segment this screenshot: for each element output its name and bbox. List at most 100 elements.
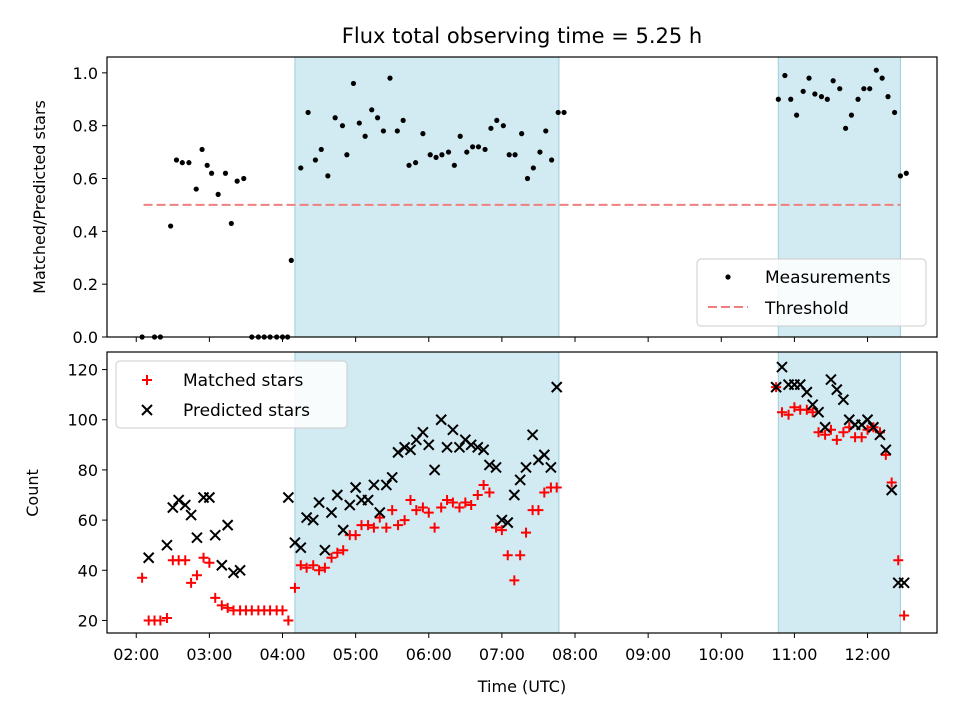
- data-point: [368, 479, 380, 491]
- plots-layer: 0.0 0.2 0.4 0.6 0.8 1.0 20 40 60 80 100 120 02:00 03:…: [67, 56, 938, 664]
- data-point: [209, 529, 221, 541]
- data-point: [392, 446, 404, 459]
- data-point: [234, 178, 240, 184]
- data-point: [867, 86, 873, 92]
- data-point: [472, 441, 484, 454]
- data-point: [454, 502, 465, 513]
- bottom-y-axis-label: Count: [23, 469, 42, 517]
- data-point: [837, 393, 850, 406]
- x-tick-label: 02:00: [113, 645, 159, 664]
- data-point: [423, 507, 434, 518]
- data-point: [885, 484, 898, 496]
- legend-marker-matched-stars: [142, 375, 152, 385]
- data-point: [215, 191, 221, 197]
- data-point: [203, 491, 216, 504]
- data-point: [429, 522, 440, 533]
- data-point: [775, 96, 781, 102]
- x-tick-label: 10:00: [698, 645, 744, 664]
- data-point: [477, 444, 490, 456]
- data-point: [776, 361, 788, 373]
- data-point: [319, 544, 331, 556]
- data-point: [180, 555, 191, 566]
- data-point: [549, 157, 555, 163]
- data-point: [198, 552, 209, 563]
- data-point: [825, 373, 837, 386]
- data-point: [496, 514, 508, 526]
- data-point: [873, 67, 879, 73]
- data-point: [520, 461, 532, 474]
- data-point: [879, 75, 885, 81]
- top-y-tick-label: 0.2: [73, 275, 98, 294]
- data-point: [137, 572, 148, 583]
- data-point: [886, 477, 897, 488]
- data-point: [398, 441, 411, 454]
- data-point: [880, 449, 891, 460]
- data-point: [812, 91, 818, 97]
- data-point: [490, 461, 502, 474]
- bottom-y-tick-label: 40: [78, 561, 98, 580]
- data-point: [502, 516, 514, 529]
- data-point: [308, 560, 319, 571]
- data-point: [442, 495, 453, 506]
- x-tick-label: 09:00: [625, 645, 671, 664]
- data-point: [470, 144, 476, 150]
- data-point: [793, 112, 800, 118]
- data-point: [842, 125, 849, 131]
- data-point: [538, 449, 551, 461]
- data-point: [856, 432, 867, 443]
- data-point: [818, 94, 825, 100]
- data-point: [380, 128, 387, 134]
- data-point: [509, 575, 520, 586]
- data-point: [441, 441, 453, 454]
- data-point: [305, 109, 311, 116]
- data-point: [551, 381, 563, 393]
- data-point: [301, 562, 312, 573]
- data-point: [813, 427, 824, 438]
- data-point: [420, 131, 426, 137]
- data-point: [277, 605, 288, 616]
- data-point: [899, 610, 910, 621]
- data-point: [199, 146, 205, 153]
- data-point: [519, 131, 525, 137]
- top-y-tick-label: 0.8: [73, 117, 98, 136]
- data-point: [848, 112, 855, 118]
- data-point: [451, 162, 457, 168]
- data-point: [524, 175, 531, 182]
- data-point: [332, 115, 338, 121]
- x-tick-label: 08:00: [552, 645, 598, 664]
- data-point: [484, 487, 495, 498]
- data-point: [350, 530, 361, 541]
- bottom-legend: Matched stars Predicted stars: [115, 360, 348, 429]
- data-point: [142, 552, 155, 564]
- data-point: [494, 117, 500, 123]
- data-point: [521, 527, 532, 538]
- data-point: [447, 424, 459, 436]
- data-point: [326, 552, 337, 563]
- data-point: [186, 160, 192, 166]
- data-point: [387, 505, 398, 516]
- data-point: [457, 133, 463, 139]
- legend-marker-measurements: [725, 274, 731, 280]
- data-point: [325, 506, 338, 519]
- bottom-y-tick-label: 100: [67, 411, 98, 430]
- data-point: [770, 381, 782, 393]
- data-point: [412, 160, 419, 166]
- data-point: [191, 531, 203, 544]
- data-point: [806, 398, 819, 411]
- data-point: [506, 152, 512, 158]
- data-point: [893, 555, 904, 566]
- x-tick-label: 04:00: [259, 645, 305, 664]
- data-point: [500, 123, 506, 129]
- data-point: [891, 109, 898, 116]
- data-point: [325, 173, 331, 179]
- data-point: [898, 577, 910, 589]
- data-point: [428, 464, 441, 476]
- data-point: [460, 497, 471, 508]
- data-point: [423, 439, 435, 451]
- data-point: [332, 547, 343, 558]
- data-point: [472, 490, 483, 501]
- bottom-shaded-interval: [777, 351, 901, 634]
- data-point: [819, 421, 831, 433]
- data-point: [807, 407, 818, 418]
- data-point: [344, 499, 356, 511]
